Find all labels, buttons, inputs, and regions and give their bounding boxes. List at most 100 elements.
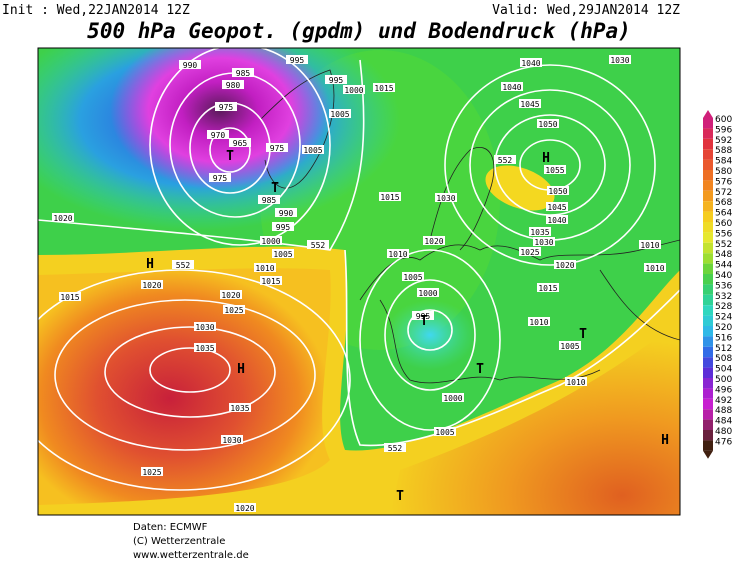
colorbar-label: 532 xyxy=(715,292,732,302)
isobar-label: 1030 xyxy=(436,194,455,203)
isobar-label: 1010 xyxy=(255,264,274,273)
colorbar-swatch xyxy=(703,430,713,441)
isobar-label: 1010 xyxy=(529,318,548,327)
colorbar-label: 548 xyxy=(715,250,732,260)
isobar xyxy=(407,309,453,351)
isobar-label: 1005 xyxy=(403,273,422,282)
colorbar-swatch xyxy=(703,211,713,222)
isobar-label: 1010 xyxy=(645,264,664,273)
colorbar-swatch xyxy=(703,274,713,285)
isobar-label: 1045 xyxy=(520,100,539,109)
coastline xyxy=(359,239,680,301)
colorbar-swatch xyxy=(703,419,713,430)
isobar-label-box xyxy=(434,427,456,436)
isobar-label-box xyxy=(554,260,576,269)
colorbar-label: 520 xyxy=(715,323,732,333)
isobar-label-box xyxy=(537,283,559,292)
colorbar-swatch xyxy=(703,294,713,306)
colorbar-label: 588 xyxy=(715,146,732,156)
colorbar-swatch xyxy=(703,170,713,181)
isobar-label: 1015 xyxy=(60,293,79,302)
isobar-label: 1000 xyxy=(418,289,437,298)
isobar-label: 985 xyxy=(262,196,277,205)
isobar-label-box xyxy=(565,377,587,386)
height-label-box xyxy=(307,240,329,249)
isobar-label-box xyxy=(519,99,541,108)
isobar-label-box xyxy=(533,237,555,246)
colorbar-swatch xyxy=(703,336,713,347)
height-label-box xyxy=(172,260,194,269)
isobar-label-box xyxy=(379,192,401,201)
isobar-label-box xyxy=(402,272,424,281)
isobar xyxy=(149,347,231,393)
isobar-label-box xyxy=(258,195,280,204)
colorbar-swatch xyxy=(703,378,713,389)
isobar-label: 1020 xyxy=(221,291,240,300)
colorbar-label: 536 xyxy=(715,281,732,291)
isobar-label-box xyxy=(412,311,434,320)
isobar-label: 1010 xyxy=(566,378,585,387)
isobar-label-box xyxy=(559,341,581,350)
isobar-label-box xyxy=(272,222,294,231)
colorbar-swatch xyxy=(703,346,713,358)
isobar-label-box xyxy=(417,288,439,297)
isobar-label: 975 xyxy=(219,103,234,112)
isobar-label-box xyxy=(223,305,245,314)
isobar-label-box xyxy=(234,503,256,512)
isobar-label: 1015 xyxy=(380,193,399,202)
isobar-label: 1015 xyxy=(374,84,393,93)
isobar xyxy=(384,279,476,391)
footer-line: Daten: ECMWF xyxy=(133,522,208,533)
isobar-label-box xyxy=(52,213,74,222)
isobar-label: 1040 xyxy=(547,216,566,225)
pressure-center: T xyxy=(396,489,404,504)
colorbar-label: 580 xyxy=(715,167,732,177)
colorbar-label: 600 xyxy=(715,115,732,125)
isobar-label-box xyxy=(229,403,251,412)
colorbar-swatch xyxy=(703,388,713,399)
colorbar-label: 592 xyxy=(715,136,732,146)
isobar-label-box xyxy=(423,236,445,245)
isobar-label: 980 xyxy=(226,81,241,90)
isobar-label: 1050 xyxy=(548,187,567,196)
map-frame xyxy=(37,47,681,516)
colorbar-label: 584 xyxy=(715,157,732,167)
pressure-center: T xyxy=(226,149,234,164)
isobar-label-box xyxy=(141,280,163,289)
isobar-label-box xyxy=(546,202,568,211)
isobar-label-box xyxy=(232,68,254,77)
coastline xyxy=(379,299,601,384)
isobar-label: 1025 xyxy=(142,468,161,477)
isobar-label: 1020 xyxy=(53,214,72,223)
isobar-label: 975 xyxy=(213,174,228,183)
isobar-label: 1035 xyxy=(530,228,549,237)
colorbar-label: 508 xyxy=(715,354,732,364)
map xyxy=(38,48,680,515)
footer-line: (C) Wetterzentrale xyxy=(133,536,225,547)
pressure-center: T xyxy=(579,327,587,342)
colorbar-label: 480 xyxy=(715,427,732,437)
colorbar-label: 596 xyxy=(715,125,732,135)
isobar-label: 1005 xyxy=(435,428,454,437)
colorbar-swatch xyxy=(703,440,713,451)
pressure-center: T xyxy=(271,181,279,196)
isobar-label: 975 xyxy=(270,144,285,153)
isobar-label: 995 xyxy=(416,312,431,321)
colorbar-label: 564 xyxy=(715,209,732,219)
colorbar-swatch xyxy=(703,315,713,326)
isobar-label-box xyxy=(537,119,559,128)
colorbar-label: 484 xyxy=(715,417,732,427)
isobar-label-box xyxy=(442,393,464,402)
colorbar-swatch xyxy=(703,201,713,212)
isobar-label-box xyxy=(254,263,276,272)
colorbar-label: 476 xyxy=(715,437,732,447)
isobar xyxy=(149,48,331,246)
colorbar-swatch xyxy=(703,159,713,170)
colorbar-label: 544 xyxy=(715,261,732,271)
height-label: 552 xyxy=(311,241,326,250)
init-time: Init : Wed,22JAN2014 12Z xyxy=(2,3,190,18)
isobar-label-box xyxy=(639,240,661,249)
isobar-label: 1020 xyxy=(142,281,161,290)
height-label: 552 xyxy=(388,444,403,453)
